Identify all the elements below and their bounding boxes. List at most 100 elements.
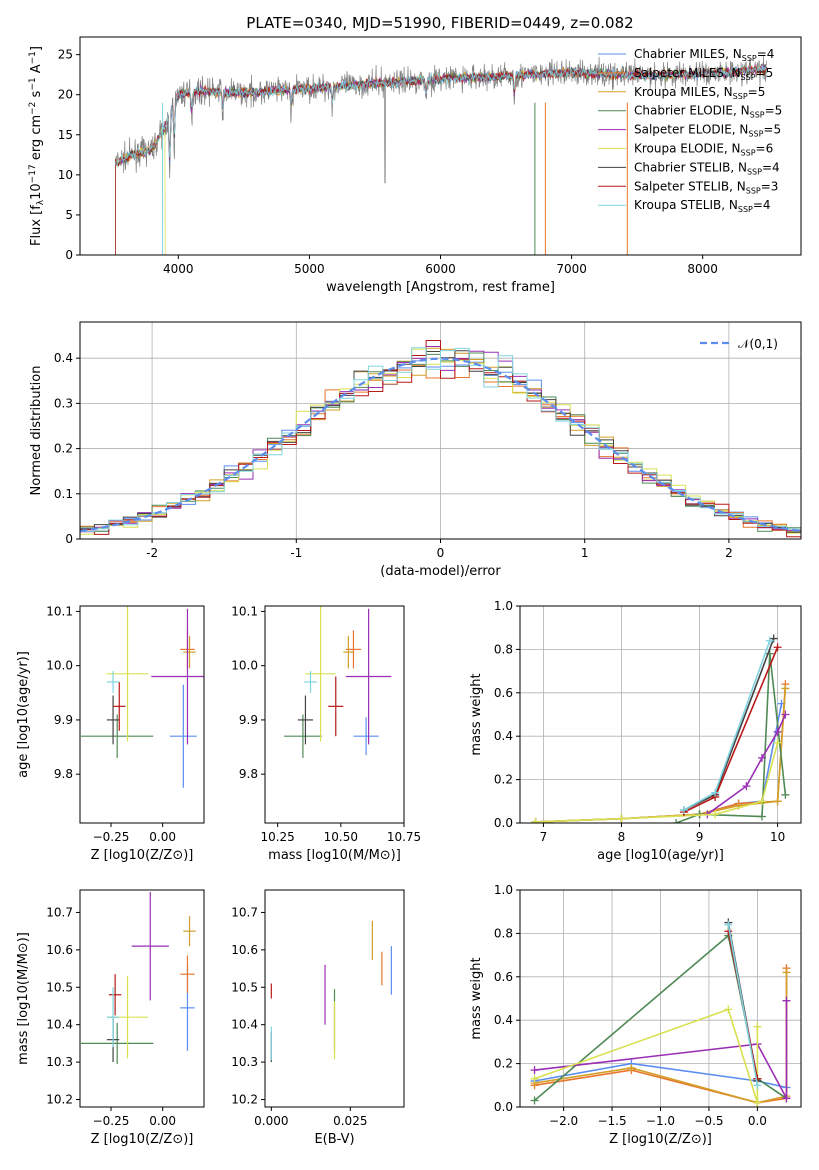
figure-title: PLATE=0340, MJD=51990, FIBERID=0449, z=0… <box>246 14 633 32</box>
legend-subscript: SSP <box>741 73 756 82</box>
residual-plot: -2 -1 0 1 2 0 0.1 0.2 0.3 0.4 (data-model)/error No… <box>29 321 802 579</box>
x-tick-label: 0.0 <box>748 1114 767 1128</box>
y-tick-label: 10.5 <box>231 980 258 994</box>
legend-entry: Chabrier STELIB, NSSP=4 <box>634 160 780 176</box>
y-tick-label: 9.8 <box>54 767 73 781</box>
weight-vs-age-plot: 7 8 9 10 0.0 0.2 0.4 0.6 0.8 1.0 age [log10(age/yr… <box>469 599 802 863</box>
y-tick-label: 10.7 <box>231 905 258 919</box>
y-label-part: Flux [f <box>29 205 44 246</box>
x-tick-label: 4000 <box>163 262 194 276</box>
axes-frame <box>264 605 405 824</box>
legend-entry: Salpeter STELIB, NSSP=3 <box>634 179 778 195</box>
y-axis-label: Flux [fλ10−17 erg cm−2 s−1 A−1] <box>28 46 46 246</box>
legend-entry: 𝒩(0,1) <box>738 337 778 351</box>
weight-marker <box>773 738 782 747</box>
legend-entry: Kroupa STELIB, NSSP=4 <box>634 198 771 214</box>
legend-count: =5 <box>763 123 781 137</box>
x-tick-label: 10.25 <box>260 830 294 844</box>
y-tick-label: 0 <box>65 248 73 262</box>
x-tick-label: 1 <box>581 546 589 560</box>
y-tick-label: 0.2 <box>494 1057 513 1071</box>
legend-subscript: SSP <box>747 167 762 176</box>
residual-histogram <box>80 347 801 532</box>
axes-frame <box>519 605 802 824</box>
x-tick-label: 0.00 <box>149 1114 176 1128</box>
weight-marker <box>724 920 733 929</box>
x-tick-label: 5000 <box>294 262 325 276</box>
legend-count: =6 <box>756 142 774 156</box>
y-label-part: −1 <box>28 51 38 64</box>
legend-subscript: SSP <box>750 111 765 120</box>
age-vs-mass-plot-marks <box>283 606 392 758</box>
y-tick-label: 0.0 <box>494 816 513 830</box>
x-tick-label: 8 <box>618 830 626 844</box>
legend-subscript: SSP <box>748 130 763 139</box>
legend-entry: Kroupa ELODIE, NSSP=6 <box>634 142 773 158</box>
weight-line <box>535 684 787 823</box>
y-tick-label: 10.2 <box>231 1093 258 1107</box>
weight-line <box>534 1008 759 1103</box>
y-tick-label: 0.8 <box>494 642 513 656</box>
legend-count: =4 <box>753 198 771 212</box>
x-axis-label: mass [log10(M/M⊙)] <box>268 848 401 863</box>
weight-marker <box>672 819 681 823</box>
y-tick-label: 10.5 <box>46 980 73 994</box>
y-tick-label: 9.9 <box>239 713 258 727</box>
weight-marker <box>753 1022 762 1031</box>
legend-subscript: SSP <box>741 149 756 158</box>
axes-frame <box>79 889 205 1108</box>
legend-subscript: SSP <box>738 205 753 214</box>
model-spectrum-line <box>115 63 768 166</box>
weight-marker <box>757 812 766 821</box>
x-tick-label: 7 <box>540 830 548 844</box>
y-tick-label: 15 <box>58 128 73 142</box>
x-tick-label: 2 <box>725 546 733 560</box>
weight-marker <box>757 797 766 806</box>
y-tick-label: 20 <box>58 88 73 102</box>
axes-frame <box>79 36 802 256</box>
x-tick-label: −1.0 <box>646 1114 675 1128</box>
weight-marker <box>782 968 791 977</box>
weight-marker <box>753 1098 762 1107</box>
y-tick-label: 9.9 <box>54 713 73 727</box>
weight-marker <box>765 636 774 645</box>
weight-marker <box>627 1063 636 1072</box>
weight-vs-age-plot-marks <box>531 634 790 823</box>
normal-curve <box>80 357 801 533</box>
y-tick-label: 10.1 <box>231 604 258 618</box>
x-axis-label: Z [log10(Z/Z⊙)] <box>91 848 194 863</box>
x-axis-label: wavelength [Angstrom, rest frame] <box>326 280 555 295</box>
x-tick-label: 10.50 <box>324 830 358 844</box>
age-vs-z-plot: −0.25 0.00 9.8 9.9 10.0 10.1 Z [log10(Z/Z⊙)] ag… <box>16 604 205 863</box>
x-tick-label: −1.5 <box>597 1114 626 1128</box>
weight-marker <box>773 643 782 652</box>
y-tick-label: 10.7 <box>46 905 73 919</box>
spectrum-plot-marks <box>114 55 768 255</box>
legend-subscript: SSP <box>733 92 748 101</box>
x-tick-label: −0.5 <box>694 1114 723 1128</box>
axes-frame <box>519 889 802 1108</box>
y-tick-label: 0.1 <box>54 487 73 501</box>
x-tick-label: 0.025 <box>333 1114 367 1128</box>
y-label-part: λ <box>36 199 46 205</box>
residual-plot-marks <box>80 340 801 538</box>
legend-count: =3 <box>761 179 779 193</box>
x-axis-label: Z [log10(Z/Z⊙)] <box>609 1132 712 1147</box>
mass-vs-ebv-plot-marks <box>270 920 392 1063</box>
y-axis-label: Normed distribution <box>29 366 44 496</box>
y-axis-label: mass weight <box>469 673 484 755</box>
legend-entry: Chabrier ELODIE, NSSP=5 <box>634 104 782 120</box>
weight-marker <box>781 710 790 719</box>
y-label-part: −17 <box>28 164 38 183</box>
mass-vs-ebv-plot: 0.000 0.025 10.2 10.3 10.4 10.5 10.6 10.7 E(B-V) <box>231 889 405 1147</box>
weight-marker <box>773 797 782 806</box>
y-tick-label: 10.4 <box>46 1018 73 1032</box>
y-label-part: −1 <box>28 77 38 90</box>
y-tick-label: 9.8 <box>239 767 258 781</box>
y-tick-label: 0.8 <box>494 926 513 940</box>
y-tick-label: 0.2 <box>494 773 513 787</box>
x-tick-label: 10.75 <box>387 830 421 844</box>
y-label-part: A <box>29 64 44 77</box>
legend-count: =5 <box>748 85 766 99</box>
